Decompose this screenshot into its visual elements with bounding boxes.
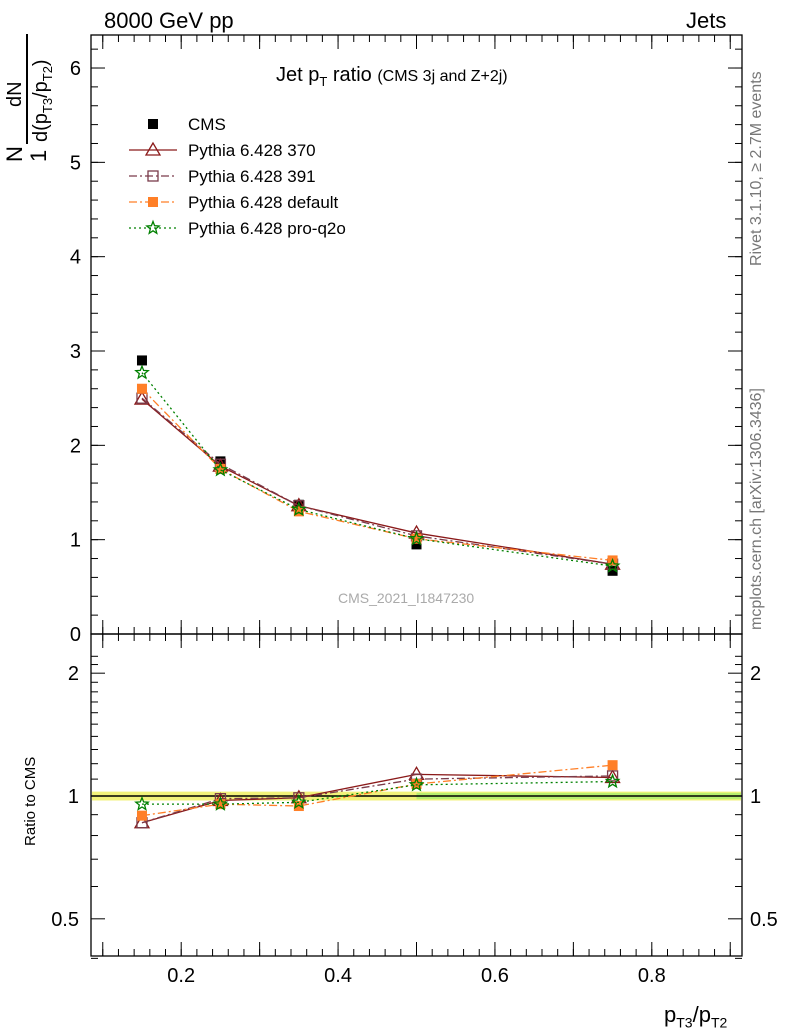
legend-label: Pythia 6.428 370 (188, 141, 316, 160)
data-point-3 (136, 383, 147, 394)
data-point-4 (290, 501, 307, 517)
title-main: Jet p (276, 64, 320, 86)
xlabel-p1: p (664, 1002, 677, 1027)
ratio-point-3 (604, 773, 621, 789)
ratio-point-3 (291, 794, 307, 810)
ratio-y-tick-label: 0.5 (51, 909, 79, 931)
ratio-y-tick-label: 2 (68, 663, 79, 685)
title-note: (CMS 3j and Z+2j) (377, 68, 508, 85)
ylabel-den-close: ) (30, 59, 52, 67)
ylabel-N: N (2, 146, 27, 162)
ratio-y-tick-label-right: 2 (750, 663, 761, 685)
x-axis-label: pT3/pT2 (664, 1004, 728, 1030)
legend-marker (145, 219, 161, 235)
ratio-point-2 (293, 801, 304, 812)
series-line-2 (141, 397, 613, 565)
x-tick-label: 0.6 (481, 965, 509, 987)
legend-marker (148, 119, 158, 129)
series-line-3 (141, 388, 613, 562)
data-point-0 (411, 539, 422, 550)
ratio-point-3 (134, 795, 150, 811)
data-point-0 (215, 456, 226, 467)
legend: CMS Pythia 6.428 370 Pythia 6.428 391 Pythi… (129, 115, 346, 238)
ylabel-den-slash: /p (30, 81, 52, 98)
main-panel-frame: 0 1 2 3 4 5 6 (70, 34, 743, 646)
x-tick-label: 0.2 (167, 965, 195, 987)
y-tick-label: 4 (70, 247, 81, 269)
main-series-layer (133, 355, 621, 576)
mcplots-label: mcplots.cern.ch [arXiv:1306.3436] (748, 388, 765, 630)
ratio-point-0 (604, 769, 621, 784)
y-tick-label: 5 (70, 152, 81, 174)
data-point-3 (411, 533, 422, 544)
xlabel-s1: T3 (676, 1014, 693, 1030)
xlabel-s2: T2 (710, 1014, 728, 1030)
watermark: CMS_2021_I1847230 (338, 590, 475, 606)
y-tick-label: 0 (70, 624, 81, 646)
y-tick-label: 1 (70, 530, 81, 552)
ylabel-den-s2: T2 (40, 66, 55, 82)
ylabel-one: 1 (26, 149, 51, 162)
legend-marker (147, 170, 159, 182)
ratio-panel-frame: 0.2 0.4 0.6 0.8 0.5 0.5 1 1 2 2 (51, 633, 778, 987)
legend-label: CMS (188, 115, 226, 134)
legend-label: Pythia 6.428 pro-q2o (188, 219, 346, 238)
ratio-line-3 (141, 780, 613, 805)
series-line-1 (141, 398, 613, 565)
ratio-point-3 (212, 795, 229, 811)
legend-label: Pythia 6.428 391 (188, 167, 316, 186)
ratio-y-axis-label: Ratio to CMS (22, 756, 39, 846)
ratio-point-2 (215, 799, 226, 810)
header-right: Jets (686, 8, 727, 33)
ratio-point-2 (607, 760, 618, 771)
ylabel-den-d: d(p (30, 113, 52, 142)
y-tick-label: 3 (70, 341, 81, 363)
ratio-line-1 (141, 775, 613, 824)
data-point-4 (408, 530, 425, 546)
ratio-line-2 (141, 764, 613, 817)
legend-label: Pythia 6.428 default (188, 193, 339, 212)
data-point-4 (604, 557, 621, 573)
x-tick-label: 0.8 (638, 965, 666, 987)
ratio-point-2 (411, 779, 422, 790)
ratio-point-3 (408, 776, 425, 792)
ratio-point-2 (136, 810, 147, 821)
y-tick-label: 6 (70, 58, 81, 80)
ylabel-dN: dN (4, 81, 26, 107)
ratio-series-layer (133, 760, 621, 829)
main-y-axis-label: 1 N dN d(pT3/pT2) (2, 32, 58, 162)
ratio-point-1 (606, 770, 619, 782)
data-point-4 (212, 461, 229, 477)
data-point-3 (215, 463, 226, 474)
ylabel-den-s1: T3 (40, 97, 55, 114)
xlabel-slash: /p (692, 1002, 711, 1027)
legend-marker (144, 141, 162, 156)
data-point-3 (293, 506, 304, 517)
data-point-4 (134, 364, 150, 380)
x-tick-label: 0.4 (324, 965, 352, 987)
y-tick-label: 2 (70, 435, 81, 457)
ratio-y-tick-label-right: 0.5 (750, 909, 778, 931)
data-point-0 (607, 565, 618, 576)
title-sub: T (319, 74, 328, 89)
legend-marker (148, 197, 158, 207)
title-rest: ratio (327, 64, 372, 86)
chart-title: Jet pT ratio (CMS 3j and Z+2j) (276, 64, 508, 89)
header-left: 8000 GeV pp (104, 8, 234, 33)
rivet-label: Rivet 3.1.10, ≥ 2.7M events (748, 71, 765, 266)
ratio-y-tick-label: 1 (68, 786, 79, 808)
series-line-4 (141, 372, 613, 567)
data-point-1 (133, 390, 151, 405)
ratio-y-tick-label-right: 1 (750, 786, 761, 808)
data-point-0 (136, 355, 147, 366)
